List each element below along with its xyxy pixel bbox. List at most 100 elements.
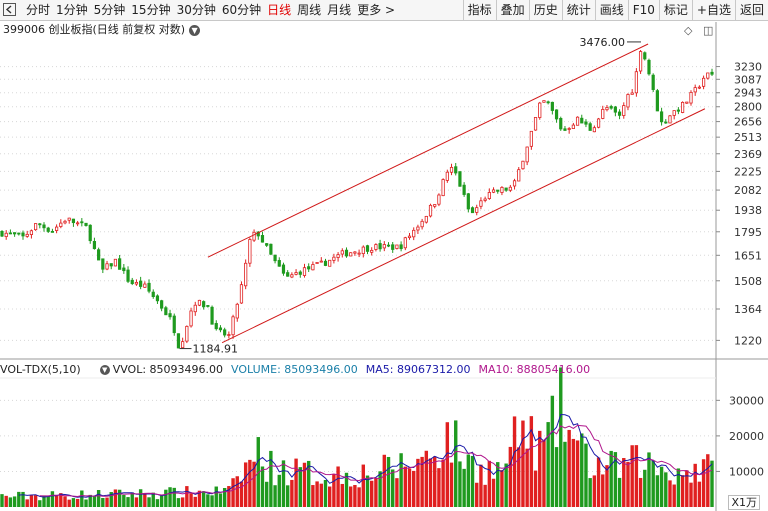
toolbar-button[interactable]: +自选 <box>691 0 735 20</box>
toolbar-button[interactable]: 返回 <box>734 0 768 20</box>
toolbar-button[interactable]: 标记 <box>658 0 692 20</box>
candle-body <box>29 230 34 235</box>
toolbar-button[interactable]: 画线 <box>594 0 628 20</box>
volume-bar <box>504 463 508 507</box>
period-tab[interactable]: 更多 > <box>357 3 396 17</box>
candle-body <box>244 262 248 287</box>
candle-body <box>202 301 206 308</box>
toolbar-button[interactable]: 叠加 <box>495 0 529 20</box>
volume-unit-label: X1万 <box>728 495 760 510</box>
y-tick-label: 1651 <box>734 249 762 262</box>
candle-body <box>433 204 437 207</box>
period-tab[interactable]: 月线 <box>327 3 352 17</box>
candle-body <box>294 272 298 275</box>
period-tab[interactable]: 日线 <box>267 3 292 17</box>
volume-bar <box>554 447 559 507</box>
volume-bar <box>374 478 378 507</box>
volume-bar <box>416 458 420 507</box>
toolbar: 分时 1分钟 5分钟 15分钟 30分钟 60分钟 日线 周线 月线 更多 > 指标 叠加 历史 统计画… <box>0 0 768 21</box>
volume-bar <box>685 470 689 507</box>
window-icon[interactable]: ◫ <box>703 24 714 37</box>
diamond-icon[interactable]: ◇ <box>684 24 693 37</box>
candle-body <box>680 101 685 113</box>
candle-body <box>567 128 571 130</box>
period-tab[interactable]: 分时 <box>26 3 51 17</box>
volume-bar <box>370 480 374 507</box>
candle-body <box>500 187 504 193</box>
period-tab[interactable]: 15分钟 <box>131 3 171 17</box>
candle-body <box>491 189 496 193</box>
candle-body <box>197 299 202 306</box>
candle-body <box>281 264 286 274</box>
candle-body <box>340 250 344 255</box>
candle-body <box>13 232 17 235</box>
volume-bar <box>420 456 424 507</box>
candle-body <box>449 166 454 173</box>
volume-bar <box>134 497 139 507</box>
volume-bar <box>512 416 517 507</box>
candle-body <box>269 243 273 255</box>
chevron-down-icon[interactable]: ▼ <box>99 365 110 375</box>
candle-body <box>609 106 613 109</box>
volume-bar <box>164 489 168 507</box>
candle-body <box>550 101 554 111</box>
volume-bar <box>672 484 676 507</box>
price-panel-title: 399006 创业板指(日线 前复权 对数) ▼ <box>0 21 201 39</box>
candle-body <box>592 127 596 133</box>
candle-body <box>470 207 475 214</box>
candle-body <box>206 305 210 307</box>
volume-bar <box>638 477 643 507</box>
volume-bar <box>412 470 416 507</box>
toolbar-button[interactable]: 历史 <box>528 0 562 20</box>
candle-body <box>701 77 706 87</box>
toolbar-button[interactable]: F10 <box>627 0 659 20</box>
volume-bar <box>218 493 223 507</box>
candle-body <box>584 121 588 125</box>
volume-bar <box>365 475 370 507</box>
volume-bar <box>33 495 38 507</box>
toolbar-button[interactable]: 指标 <box>462 0 496 20</box>
volume-bar <box>63 496 67 507</box>
volume-bar <box>340 483 344 507</box>
volume-bar <box>479 464 483 507</box>
volume-bar <box>147 497 151 507</box>
candle-body <box>55 226 59 231</box>
period-tab[interactable]: 5分钟 <box>93 3 126 17</box>
candle-body <box>214 323 218 330</box>
y-tick-label: 1508 <box>734 275 762 288</box>
vvol-value: VVOL: 85093496.00 <box>112 363 224 376</box>
candle-body <box>323 260 328 266</box>
volume-bar <box>571 438 576 507</box>
volume-bar <box>378 471 382 507</box>
candle-body <box>399 244 403 250</box>
collapse-panel-icon[interactable] <box>3 3 16 16</box>
volume-bar <box>168 487 172 507</box>
candle-body <box>88 224 92 242</box>
candle-body <box>634 71 638 94</box>
volume-bar <box>487 460 492 507</box>
candle-body <box>533 117 538 131</box>
candle-body <box>605 107 609 111</box>
volume-bar <box>4 495 8 507</box>
volume-bar <box>575 440 580 507</box>
candle-body <box>97 249 101 261</box>
chevron-down-icon[interactable]: ▼ <box>189 24 201 36</box>
volume-bar <box>651 460 655 507</box>
candle-body <box>559 118 563 130</box>
candle-body <box>370 249 374 253</box>
candle-body <box>563 128 567 131</box>
candle-body <box>697 86 701 89</box>
candle-body <box>554 109 559 120</box>
toolbar-button[interactable]: 统计 <box>561 0 595 20</box>
volume-bar <box>126 497 130 507</box>
candle-body <box>445 171 449 181</box>
candle-body <box>546 101 550 104</box>
volume-bar <box>630 445 634 507</box>
period-tab[interactable]: 30分钟 <box>176 3 216 17</box>
volume-bar <box>264 481 269 507</box>
candle-body <box>38 223 42 226</box>
period-tab[interactable]: 1分钟 <box>56 3 88 17</box>
period-tab[interactable]: 60分钟 <box>221 3 262 17</box>
period-tab[interactable]: 周线 <box>297 3 322 17</box>
